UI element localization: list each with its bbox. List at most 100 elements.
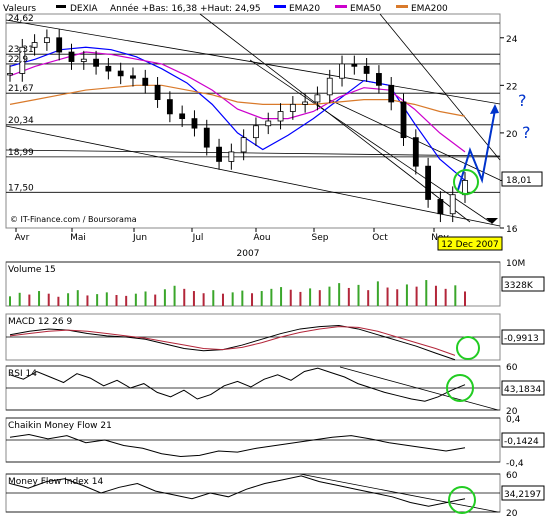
candle-body xyxy=(363,65,370,74)
rsi-tick-label: 60 xyxy=(506,363,518,373)
candle-body xyxy=(117,70,124,77)
level-label: 17,50 xyxy=(8,183,34,193)
candle-body xyxy=(462,180,468,196)
question-mark: ? xyxy=(522,123,531,142)
candle-body xyxy=(425,165,432,200)
mfi-value: 34,2197 xyxy=(504,490,541,500)
volume-title: Volume 15 xyxy=(8,265,56,275)
level-label: 24,62 xyxy=(8,14,34,24)
candle-body xyxy=(302,101,309,105)
candle-body xyxy=(216,146,222,162)
labels-layer: Valeurs DEXIA Année +Bas: 16,38 +Haut: 24,… xyxy=(3,3,545,516)
candle-body xyxy=(68,51,75,62)
month-label: Jul xyxy=(192,233,204,243)
candle-body xyxy=(154,84,161,101)
candle-body xyxy=(240,137,247,153)
header-label: Valeurs xyxy=(3,4,36,14)
month-label: Mai xyxy=(70,233,86,243)
candle-body xyxy=(265,120,272,127)
candle-body xyxy=(7,73,13,76)
legend-swatch-ema200 xyxy=(396,5,408,8)
volume-value-box xyxy=(501,276,545,292)
ema-line-ema20 xyxy=(9,46,466,181)
cmf-line xyxy=(9,433,466,458)
question-mark: ? xyxy=(518,91,527,110)
level-label: 18,99 xyxy=(8,148,34,158)
rsi-tick-label: 20 xyxy=(506,407,518,417)
header-range: Année +Bas: 16,38 +Haut: 24,95 xyxy=(110,3,261,14)
tick-label: 22 xyxy=(506,82,517,92)
candle-body xyxy=(400,101,407,139)
candle-body xyxy=(93,58,99,67)
projection-arrowhead xyxy=(490,104,499,114)
candle-body xyxy=(376,73,382,86)
mfi-value-box xyxy=(501,485,545,501)
trend-lines xyxy=(5,13,501,513)
candle-body xyxy=(314,94,321,103)
trend-line xyxy=(5,149,501,157)
macd-line-signal xyxy=(9,326,456,356)
legend-label-ema200: EMA200 xyxy=(411,4,448,14)
tick-label: 16 xyxy=(506,225,518,235)
macd-line-macd xyxy=(9,324,456,361)
volume-tick-label: 10M xyxy=(506,259,525,269)
candle-body xyxy=(19,46,26,74)
month-label: Jun xyxy=(132,233,147,243)
cmf-tick-label: -0,4 xyxy=(506,459,524,469)
legend-label-ema20: EMA20 xyxy=(289,4,320,14)
mfi-title: Money Flow Index 14 xyxy=(8,477,103,487)
candle-body xyxy=(203,127,210,148)
last-value-box xyxy=(501,171,543,187)
tick-label: 20 xyxy=(506,130,518,140)
candle-body xyxy=(80,58,87,62)
rsi-value-box xyxy=(501,380,545,396)
candle-body xyxy=(142,77,149,86)
date-badge: 12 Dec 2007 xyxy=(441,240,499,250)
cmf-title: Chaikin Money Flow 21 xyxy=(8,421,112,431)
source-label: © IT-Finance.com / Boursorama xyxy=(10,215,137,224)
down-arrow-marker xyxy=(486,218,498,224)
legend-swatch-symbol xyxy=(56,5,66,8)
level-label: 20,34 xyxy=(8,116,34,126)
candle-body xyxy=(339,63,345,79)
legend-swatch-ema50 xyxy=(335,5,347,8)
level-label: 21,67 xyxy=(8,84,34,94)
cmf-value-box xyxy=(501,432,545,448)
candle-body xyxy=(228,151,235,162)
candle-body xyxy=(166,99,173,115)
grid-lines xyxy=(6,22,504,513)
cmf-value: -0,1424 xyxy=(504,437,539,447)
month-label: Avr xyxy=(15,233,30,243)
rsi-title: RSI 14 xyxy=(8,369,37,379)
ema-line-ema200 xyxy=(9,84,466,117)
candle-body xyxy=(351,63,358,67)
trend-line xyxy=(5,125,501,227)
candle-body xyxy=(437,199,444,215)
month-label: Oct xyxy=(372,233,388,243)
header-symbol: DEXIA xyxy=(70,4,98,14)
candle-body xyxy=(130,75,136,79)
legend-swatch-ema20 xyxy=(274,5,286,8)
mfi-line xyxy=(9,475,466,507)
trend-line xyxy=(379,13,501,161)
rsi-value: 43,1834 xyxy=(504,385,541,395)
macd-value: -0,9913 xyxy=(504,334,539,344)
candle-body xyxy=(388,84,395,103)
signal-circle xyxy=(453,169,479,195)
mfi-signal-circle xyxy=(448,486,476,514)
cmf-tick-label: 0,4 xyxy=(506,415,521,425)
macd-signal-circle xyxy=(456,336,480,360)
candle-body xyxy=(31,42,38,48)
last-value-label: 18,01 xyxy=(506,176,532,186)
volume-value: 3328K xyxy=(504,281,534,291)
candle-body xyxy=(326,77,333,96)
panel-frames xyxy=(5,13,501,513)
series-layer xyxy=(9,46,466,507)
macd-value-box xyxy=(501,329,545,345)
candle-body xyxy=(449,194,456,215)
candle-body xyxy=(191,118,198,129)
level-label: 22,9 xyxy=(8,55,28,65)
level-label: 23,31 xyxy=(8,45,34,55)
